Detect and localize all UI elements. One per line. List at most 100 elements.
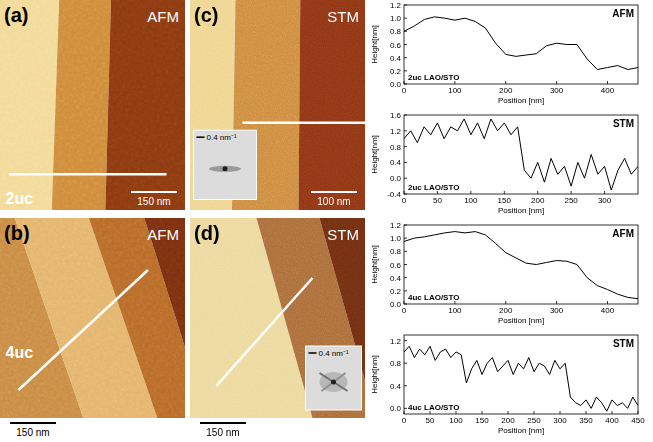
- data-group: [404, 232, 638, 299]
- y-tick: [404, 84, 407, 85]
- x-tick-label: 350: [579, 416, 593, 425]
- x-tick-label: 100: [448, 306, 462, 315]
- profile-chart: 01002003004000.00.20.40.60.81.01.2Height…: [370, 221, 638, 325]
- y-tick: [404, 340, 407, 341]
- y-tick: [404, 57, 407, 58]
- y-tick-label: 0.2: [390, 67, 402, 76]
- fft-streak: [320, 373, 348, 391]
- texture: [190, 0, 365, 210]
- scale-bar: [131, 191, 177, 193]
- y-tick: [404, 146, 407, 147]
- scale-bar: [311, 191, 357, 193]
- plot-frame: [404, 335, 638, 414]
- x-tick-label: 50: [433, 196, 442, 205]
- scale-bar: [10, 422, 56, 424]
- x-tick-label: 200: [501, 416, 515, 425]
- y-axis-title: Height[nm]: [370, 135, 379, 174]
- data-group: [404, 17, 638, 70]
- y-tick-label: 0.8: [390, 247, 402, 256]
- plot-frame: [404, 225, 638, 304]
- x-tick: [556, 301, 557, 304]
- chart-title: AFM: [612, 228, 634, 239]
- y-tick: [404, 225, 407, 226]
- y-tick: [404, 162, 407, 163]
- x-tick: [534, 411, 535, 414]
- y-tick-label: 0.2: [390, 287, 402, 296]
- x-axis-title: Position [nm]: [498, 206, 544, 215]
- y-tick-label: 1.2: [390, 337, 402, 346]
- scale-label: 150 nm: [16, 427, 49, 438]
- fft-streak: [322, 373, 346, 391]
- y-tick-label: 0.0: [390, 80, 402, 89]
- profile-chart: 050100150200250300-0.40.00.40.81.21.6Hei…: [370, 111, 638, 215]
- x-axis-title: Position [nm]: [498, 426, 544, 435]
- x-tick: [607, 81, 608, 84]
- x-tick: [404, 301, 405, 304]
- y-tick: [404, 178, 407, 179]
- x-tick-label: 50: [426, 416, 435, 425]
- y-tick-label: 0.6: [390, 261, 402, 270]
- y-tick-label: 1.0: [390, 234, 402, 243]
- image: [0, 218, 185, 418]
- y-tick-label: 0.0: [390, 174, 402, 183]
- annotation: 4uc LAO/STO: [408, 403, 459, 412]
- inset-scale-bar: [309, 352, 317, 354]
- profile-line: [243, 122, 366, 125]
- y-tick: [404, 18, 407, 19]
- y-tick-label: 0.8: [390, 27, 402, 36]
- image: 0.4 nm⁻¹: [190, 0, 365, 210]
- image-panel: 0.4 nm⁻¹(c)STM100 nm: [138, 0, 418, 210]
- scale-label: 150 nm: [206, 427, 239, 438]
- x-tick: [505, 301, 506, 304]
- x-tick-label: 300: [553, 416, 567, 425]
- x-tick: [537, 191, 538, 194]
- y-axis-title: Height[nm]: [370, 355, 379, 394]
- x-tick-label: 0: [402, 86, 407, 95]
- texture: [190, 218, 365, 418]
- y-tick-label: 0.6: [390, 41, 402, 50]
- y-tick-label: 0.4: [390, 54, 402, 63]
- x-tick-label: 200: [531, 196, 545, 205]
- x-tick: [607, 301, 608, 304]
- x-tick: [571, 191, 572, 194]
- y-tick: [404, 194, 407, 195]
- inset-scale: 0.4 nm⁻¹: [319, 349, 349, 358]
- y-tick-label: 1.0: [390, 14, 402, 23]
- y-tick: [404, 290, 407, 291]
- x-tick-label: 300: [550, 86, 564, 95]
- chart-title: STM: [613, 118, 634, 129]
- scale-label: 150 nm: [137, 196, 170, 207]
- data-group: [404, 346, 638, 411]
- x-tick-label: 450: [631, 416, 645, 425]
- inset-scale: 0.4 nm⁻¹: [207, 133, 237, 142]
- y-tick: [404, 5, 407, 6]
- y-tick-label: 0.4: [390, 158, 402, 167]
- plot-frame: [404, 5, 638, 84]
- y-tick-label: 1.2: [390, 1, 402, 10]
- panel-letter: (b): [4, 222, 30, 244]
- y-tick-label: -0.4: [387, 190, 401, 199]
- fft-inset: [306, 346, 362, 410]
- x-tick-label: 150: [498, 196, 512, 205]
- scale-bar: [200, 422, 246, 424]
- y-tick: [404, 44, 407, 45]
- y-tick: [404, 385, 407, 386]
- x-tick: [604, 191, 605, 194]
- x-tick-label: 100: [449, 416, 463, 425]
- y-tick: [404, 115, 407, 116]
- image: 0.4 nm⁻¹: [190, 218, 365, 418]
- thickness: 4uc: [6, 344, 34, 361]
- x-tick-label: 100: [464, 196, 478, 205]
- figure: (a)AFM2uc150 nm0.4 nm⁻¹(c)STM100 nm(b)AF…: [0, 0, 653, 442]
- x-tick-label: 0: [402, 196, 407, 205]
- x-tick-label: 0: [402, 306, 407, 315]
- plot-frame: [404, 115, 638, 194]
- x-axis-title: Position [nm]: [498, 316, 544, 325]
- profile-line: [216, 278, 312, 386]
- image: [0, 0, 185, 210]
- y-tick: [404, 251, 407, 252]
- y-tick: [404, 277, 407, 278]
- y-tick-label: 1.6: [390, 111, 402, 120]
- annotation: 2uc LAO/STO: [408, 183, 459, 192]
- x-axis-title: Position [nm]: [498, 96, 544, 105]
